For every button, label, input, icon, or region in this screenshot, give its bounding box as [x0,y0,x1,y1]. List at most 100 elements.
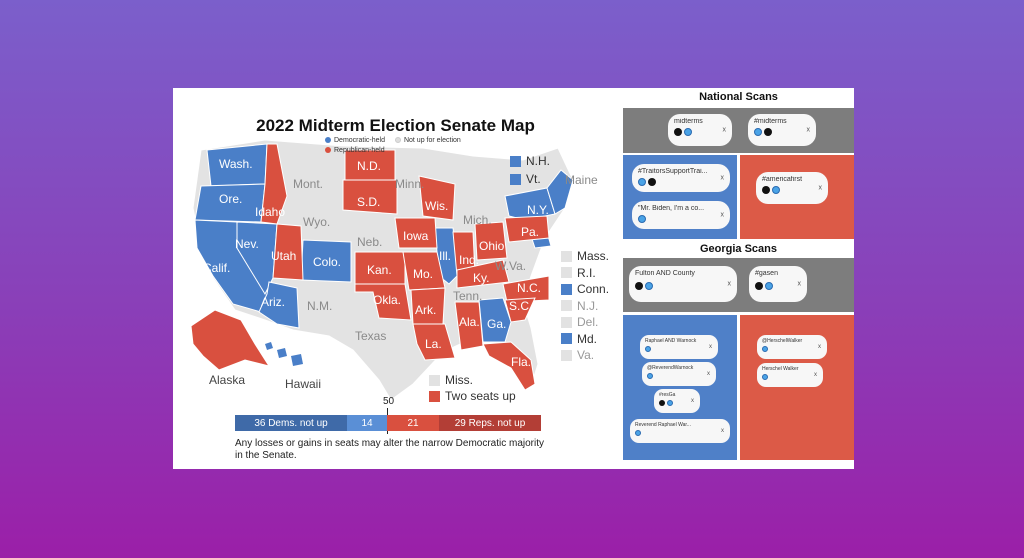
state-hawaii-3 [291,354,303,366]
seat-bar-dems-up: 14 [347,415,387,431]
label-pa: Pa. [521,225,539,239]
state-sc [504,297,536,323]
chip-reverend-raphael[interactable]: Reverend Raphael War... x [630,419,730,443]
label-utah: Utah [271,249,296,263]
grey-swatch-icon [561,349,572,361]
close-icon[interactable]: x [720,211,725,219]
state-hawaii-2 [277,348,287,358]
ne-key-nh: N.H. [510,152,550,170]
senate-map-panel: Wash. Ore. Calif. Nev. Idaho Mont. Wyo. … [173,88,618,469]
republican-dot-icon [325,147,331,153]
close-icon[interactable]: x [818,344,821,350]
label-wyo: Wyo. [303,215,330,229]
chip-mr-biden[interactable]: "Mr. Biden, I'm a co... x [632,201,730,229]
label-kan: Kan. [367,263,392,277]
national-blue-box: #TraitorsSupportTrai... x "Mr. Biden, I'… [623,155,737,239]
map-title: 2022 Midterm Election Senate Map [256,116,535,135]
red-swatch-icon [429,390,440,402]
close-icon[interactable]: x [707,371,710,377]
state-ala [454,301,484,351]
key-nj: N.J. [561,298,609,315]
twitter-icon [645,346,651,352]
close-icon[interactable]: x [722,126,727,134]
label-okla: Okla. [373,293,401,307]
label-nev: Nev. [235,237,259,251]
label-ohio: Ohio [479,239,505,253]
close-icon[interactable]: x [797,280,802,288]
close-icon[interactable]: x [727,280,732,288]
label-ore: Ore. [219,192,242,206]
close-icon[interactable]: x [806,126,811,134]
blue-swatch-icon [561,333,572,345]
label-ga: Ga. [487,317,506,331]
state-sd [342,179,398,215]
label-iowa: Iowa [403,229,429,243]
label-mich: Mich. [463,213,492,227]
chip-reverendwarnock[interactable]: @ReverendWarnock x [642,362,716,386]
chip-fulton-county[interactable]: Fulton AND County x [629,266,737,302]
tiktok-icon [755,282,763,290]
map-caption: Any losses or gains in seats may alter t… [235,438,545,461]
label-nm: N.M. [307,299,332,313]
bottom-key: Miss. Two seats up [429,372,516,404]
grey-swatch-icon [429,374,440,386]
state-utah [272,223,304,281]
key-md: Md. [561,331,609,348]
tiktok-icon [635,282,643,290]
chip-traitors[interactable]: #TraitorsSupportTrai... x [632,164,730,192]
twitter-icon [765,282,773,290]
state-iowa [394,217,438,249]
label-maine: Maine [565,173,598,187]
state-la [412,323,456,361]
chip-midterms[interactable]: midterms x [668,114,732,146]
label-ind: Ind. [459,253,479,267]
grey-swatch-icon [561,316,572,328]
label-ky: Ky. [473,271,489,285]
label-minn: Minn. [395,177,424,191]
label-mont: Mont. [293,177,323,191]
chip-gasen[interactable]: #gasen x [749,266,807,302]
close-icon[interactable]: x [814,372,817,378]
blue-swatch-icon [510,155,521,167]
chip-hashtag-midterms[interactable]: #midterms x [748,114,816,146]
key-ri: R.I. [561,265,609,282]
chip-raphael-warnock[interactable]: Raphael AND Warnock x [640,335,718,359]
label-tenn: Tenn. [453,289,482,303]
legend-republican: Republican-held [325,147,385,154]
tiktok-icon [674,128,682,136]
close-icon[interactable]: x [709,344,712,350]
chip-herschel-walker[interactable]: Herschel Walker x [757,363,823,387]
democratic-dot-icon [325,137,331,143]
slide: Wash. Ore. Calif. Nev. Idaho Mont. Wyo. … [173,88,854,469]
grey-swatch-icon [561,300,572,312]
chip-resga[interactable]: #resGa x [654,389,700,413]
state-fla [482,341,536,391]
not-up-dot-icon [394,137,401,143]
twitter-icon [638,215,646,223]
label-la: La. [425,337,442,351]
grey-swatch-icon [561,250,572,262]
majority-marker: 50 [383,396,395,407]
label-hawaii: Hawaii [285,377,321,391]
close-icon[interactable]: x [720,174,725,182]
label-ariz: Ariz. [261,295,285,309]
seat-bar: 36 Dems. not up 14 21 29 Reps. not up [235,415,541,431]
key-mass: Mass. [561,248,609,265]
blue-swatch-icon [561,283,572,295]
label-wva: W.Va. [495,259,526,273]
seat-bar-reps-up: 21 [387,415,439,431]
close-icon[interactable]: x [721,428,724,434]
blue-swatch-icon [510,173,521,185]
label-colo: Colo. [313,255,341,269]
us-senate-map: Wash. Ore. Calif. Nev. Idaho Mont. Wyo. … [190,139,598,401]
northeast-key: N.H. Vt. [510,152,550,188]
close-icon[interactable]: x [818,184,823,192]
close-icon[interactable]: x [691,398,694,404]
small-states-key: Mass. R.I. Conn. N.J. Del. Md. Va. [561,248,609,364]
tiktok-icon [659,400,665,406]
twitter-icon [754,128,762,136]
national-red-box: #americafirst x [740,155,854,239]
chip-herschelwalker-handle[interactable]: @HerschelWalker x [757,335,827,359]
chip-americafirst[interactable]: #americafirst x [756,172,828,204]
state-nc [502,275,550,303]
